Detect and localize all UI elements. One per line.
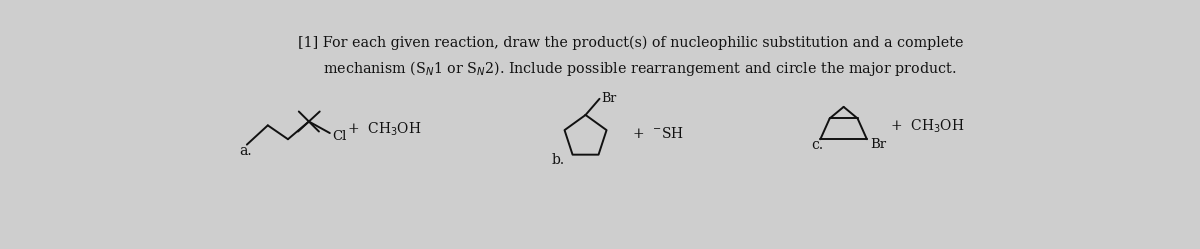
Text: b.: b. [552, 153, 565, 167]
Text: c.: c. [811, 138, 823, 152]
Text: +  $^{-}$SH: + $^{-}$SH [632, 126, 684, 141]
Text: +  CH$_3$OH: + CH$_3$OH [890, 118, 965, 135]
Text: Br: Br [601, 92, 617, 105]
Text: Cl: Cl [332, 130, 347, 143]
Text: +  CH$_3$OH: + CH$_3$OH [347, 121, 421, 138]
Text: Br: Br [870, 138, 886, 151]
Text: a.: a. [239, 144, 252, 158]
Text: [1] For each given reaction, draw the product(s) of nucleophilic substitution an: [1] For each given reaction, draw the pr… [298, 35, 964, 78]
